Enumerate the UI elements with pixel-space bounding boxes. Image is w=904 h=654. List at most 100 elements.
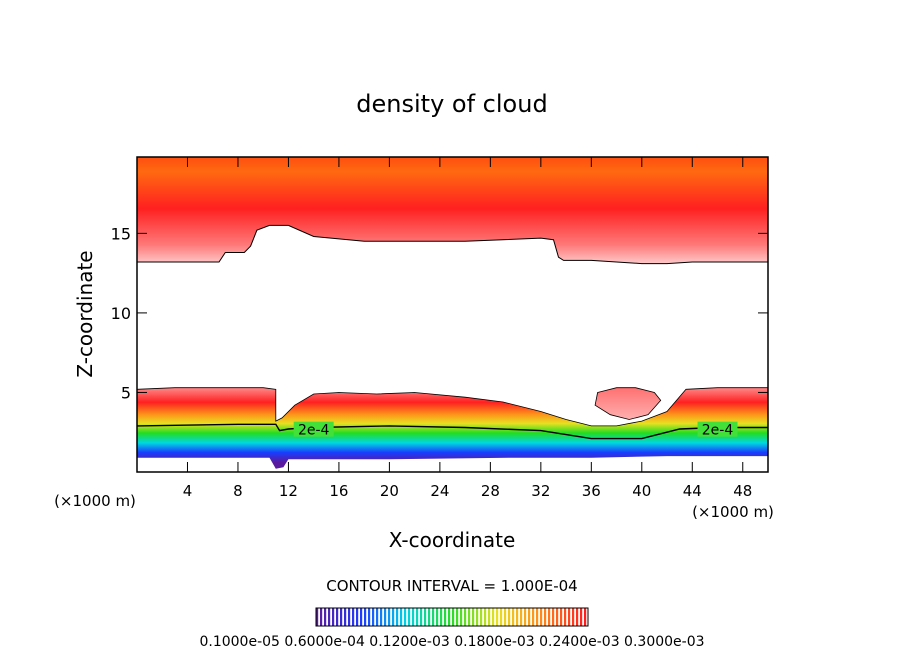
colorbar-swatch xyxy=(336,608,339,626)
x-unit-right: (×1000 m) xyxy=(692,503,774,521)
x-tick-label: 44 xyxy=(683,482,702,500)
colorbar-swatch xyxy=(576,608,579,626)
x-tick-label: 32 xyxy=(531,482,550,500)
x-axis: 4 8 12 16 20 24 28 32 36 40 44 48 xyxy=(183,157,752,500)
colorbar-swatch xyxy=(344,608,347,626)
colorbar-swatch xyxy=(540,608,543,626)
upper-cloud-layer xyxy=(137,157,768,265)
contour-label: 2e-4 xyxy=(702,423,734,439)
colorbar-swatch xyxy=(404,608,407,626)
colorbar xyxy=(316,608,587,626)
x-tick-label: 4 xyxy=(183,482,193,500)
contour-2e-4 xyxy=(137,423,768,440)
colorbar-swatch xyxy=(564,608,567,626)
y-axis-label: Z-coordinate xyxy=(73,250,97,377)
x-unit-left: (×1000 m) xyxy=(54,492,136,510)
colorbar-swatch xyxy=(380,608,383,626)
colorbar-swatch xyxy=(532,608,535,626)
colorbar-swatch xyxy=(400,608,403,626)
colorbar-swatch xyxy=(420,608,423,626)
x-tick-label: 8 xyxy=(233,482,243,500)
plot-area: 2e-4 2e-4 xyxy=(137,157,768,469)
x-tick-label: 48 xyxy=(733,482,752,500)
colorbar-swatch xyxy=(424,608,427,626)
colorbar-swatch xyxy=(384,608,387,626)
colorbar-swatch xyxy=(392,608,395,626)
colorbar-swatch xyxy=(352,608,355,626)
contour-label-bg xyxy=(293,421,334,437)
y-tick-label: 15 xyxy=(111,224,131,243)
colorbar-swatch xyxy=(512,608,515,626)
colorbar-swatch xyxy=(360,608,363,626)
lower-cloud-layer xyxy=(137,387,768,469)
colorbar-swatch xyxy=(368,608,371,626)
contour-label-bg xyxy=(697,421,738,437)
x-tick-label: 24 xyxy=(430,482,449,500)
colorbar-swatch xyxy=(376,608,379,626)
x-tick-label: 16 xyxy=(329,482,348,500)
colorbar-swatch xyxy=(580,608,583,626)
colorbar-swatch xyxy=(396,608,399,626)
colorbar-swatch xyxy=(560,608,563,626)
colorbar-swatch xyxy=(484,608,487,626)
x-tick-label: 36 xyxy=(582,482,601,500)
y-axis: 5 10 15 xyxy=(111,224,768,402)
colorbar-swatch xyxy=(516,608,519,626)
colorbar-swatch xyxy=(508,608,511,626)
colorbar-swatch xyxy=(544,608,547,626)
x-tick-label: 40 xyxy=(632,482,651,500)
colorbar-swatch xyxy=(316,608,319,626)
colorbar-swatch xyxy=(444,608,447,626)
colorbar-swatch xyxy=(324,608,327,626)
colorbar-swatch xyxy=(412,608,415,626)
contour-label: 2e-4 xyxy=(298,423,330,439)
colorbar-swatch xyxy=(568,608,571,626)
colorbar-swatch xyxy=(452,608,455,626)
colorbar-swatch xyxy=(480,608,483,626)
colorbar-swatch xyxy=(464,608,467,626)
colorbar-swatch xyxy=(348,608,351,626)
isolated-cloud-patch xyxy=(594,387,662,420)
colorbar-swatch xyxy=(388,608,391,626)
colorbar-swatch xyxy=(476,608,479,626)
colorbar-swatch xyxy=(496,608,499,626)
colorbar-swatch xyxy=(416,608,419,626)
colorbar-swatch xyxy=(552,608,555,626)
colorbar-swatch xyxy=(440,608,443,626)
y-tick-label: 5 xyxy=(121,383,131,402)
colorbar-swatch xyxy=(584,608,587,626)
colorbar-swatch xyxy=(364,608,367,626)
colorbar-swatch xyxy=(356,608,359,626)
plot-frame xyxy=(136,156,769,473)
lower-layer-outline xyxy=(137,387,768,427)
colorbar-swatch xyxy=(456,608,459,626)
colorbar-swatch xyxy=(460,608,463,626)
x-axis-label: X-coordinate xyxy=(389,528,516,552)
colorbar-swatch xyxy=(408,608,411,626)
x-tick-label: 12 xyxy=(279,482,298,500)
colorbar-swatch xyxy=(492,608,495,626)
chart-title: density of cloud xyxy=(356,90,547,118)
colorbar-swatch xyxy=(372,608,375,626)
colorbar-swatch xyxy=(488,608,491,626)
colorbar-swatch xyxy=(536,608,539,626)
colorbar-swatch xyxy=(500,608,503,626)
x-tick-label: 28 xyxy=(481,482,500,500)
contour-labels: 2e-4 2e-4 xyxy=(293,421,738,439)
colorbar-swatch xyxy=(432,608,435,626)
colorbar-swatch xyxy=(528,608,531,626)
colorbar-swatch xyxy=(320,608,323,626)
contour-interval: CONTOUR INTERVAL = 1.000E-04 xyxy=(326,577,577,595)
colorbar-swatch xyxy=(328,608,331,626)
colorbar-swatch xyxy=(472,608,475,626)
colorbar-swatch xyxy=(448,608,451,626)
colorbar-swatch xyxy=(436,608,439,626)
colorbar-swatch xyxy=(556,608,559,626)
colorbar-swatch xyxy=(340,608,343,626)
colorbar-swatch xyxy=(468,608,471,626)
colorbar-swatch xyxy=(524,608,527,626)
colorbar-swatch xyxy=(332,608,335,626)
colorbar-swatch xyxy=(548,608,551,626)
x-tick-label: 20 xyxy=(380,482,399,500)
